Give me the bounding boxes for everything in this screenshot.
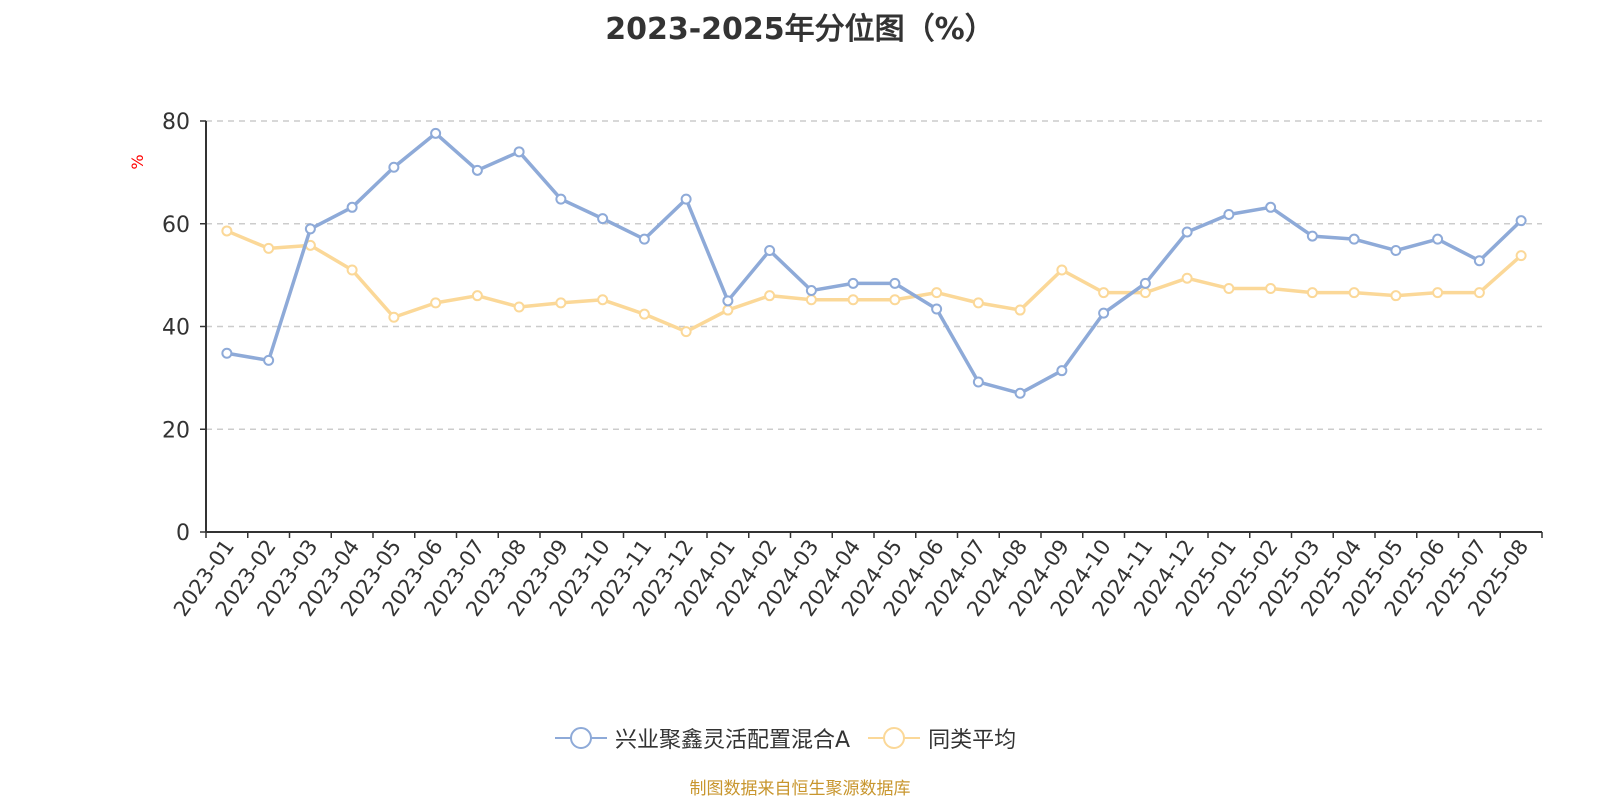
data-point-series-2[interactable] xyxy=(972,297,984,309)
data-point-series-1[interactable] xyxy=(1348,233,1360,245)
data-point-series-2[interactable] xyxy=(1432,287,1444,299)
data-point-series-2[interactable] xyxy=(1473,287,1485,299)
data-point-series-1[interactable] xyxy=(638,233,650,245)
data-point-series-1[interactable] xyxy=(931,303,943,315)
data-point-series-2[interactable] xyxy=(764,290,776,302)
data-point-series-1[interactable] xyxy=(805,285,817,297)
data-point-series-1[interactable] xyxy=(972,376,984,388)
data-point-series-2[interactable] xyxy=(638,308,650,320)
data-point-series-1[interactable] xyxy=(346,201,358,213)
data-point-series-1[interactable] xyxy=(388,161,400,173)
data-point-series-2[interactable] xyxy=(847,294,859,306)
data-point-series-1[interactable] xyxy=(555,193,567,205)
data-point-series-2[interactable] xyxy=(1139,287,1151,299)
data-point-series-2[interactable] xyxy=(1181,272,1193,284)
data-point-series-2[interactable] xyxy=(889,294,901,306)
data-point-series-2[interactable] xyxy=(471,290,483,302)
legend-label-series-2: 同类平均 xyxy=(928,728,1017,753)
x-tick-labels: 2023-012023-022023-032023-042023-052023-… xyxy=(169,535,1533,621)
data-point-series-2[interactable] xyxy=(221,225,233,237)
data-point-series-2[interactable] xyxy=(931,287,943,299)
y-tick-labels: 0 20 40 60 80 xyxy=(162,110,190,546)
series-line-2 xyxy=(226,229,1523,334)
chart-title: 2023-2025年分位图（%） xyxy=(605,12,995,47)
gridlines xyxy=(206,120,1542,430)
legend-item-series-1[interactable]: 兴业聚鑫灵活配置混合A xyxy=(555,722,850,754)
legend-marker-series-2 xyxy=(868,727,921,749)
data-point-series-1[interactable] xyxy=(847,277,859,289)
data-point-series-2[interactable] xyxy=(555,297,567,309)
legend-label-series-1: 兴业聚鑫灵活配置混合A xyxy=(615,728,851,753)
data-point-series-2[interactable] xyxy=(1223,282,1235,294)
series-lines xyxy=(221,127,1527,399)
data-point-series-1[interactable] xyxy=(1515,215,1527,227)
data-point-series-2[interactable] xyxy=(513,301,525,313)
data-point-series-1[interactable] xyxy=(513,146,525,158)
data-point-series-2[interactable] xyxy=(1265,282,1277,294)
data-point-series-1[interactable] xyxy=(889,277,901,289)
data-point-series-1[interactable] xyxy=(1390,244,1402,256)
y-axis-label: % xyxy=(128,154,147,169)
data-point-series-2[interactable] xyxy=(263,242,275,254)
legend: 兴业聚鑫灵活配置混合A 同类平均 xyxy=(555,722,1016,754)
data-point-series-1[interactable] xyxy=(1181,226,1193,238)
data-point-series-2[interactable] xyxy=(1306,287,1318,299)
data-point-series-2[interactable] xyxy=(805,294,817,306)
data-point-series-1[interactable] xyxy=(471,164,483,176)
data-point-series-1[interactable] xyxy=(680,193,692,205)
data-point-series-2[interactable] xyxy=(680,326,692,338)
data-point-series-1[interactable] xyxy=(1056,365,1068,377)
data-point-series-1[interactable] xyxy=(1432,233,1444,245)
data-point-series-2[interactable] xyxy=(1515,250,1527,262)
data-point-series-2[interactable] xyxy=(346,264,358,276)
data-point-series-1[interactable] xyxy=(430,127,442,139)
y-tick-label: 20 xyxy=(162,418,190,443)
data-point-series-2[interactable] xyxy=(1056,264,1068,276)
data-point-series-1[interactable] xyxy=(221,347,233,359)
data-point-series-1[interactable] xyxy=(597,213,609,225)
data-point-series-1[interactable] xyxy=(1306,230,1318,242)
data-point-series-2[interactable] xyxy=(388,311,400,323)
y-tick-label: 0 xyxy=(176,521,190,546)
data-source-note: 制图数据来自恒生聚源数据库 xyxy=(689,779,911,799)
legend-item-series-2[interactable]: 同类平均 xyxy=(868,722,1016,754)
axes xyxy=(200,120,1543,538)
data-point-series-1[interactable] xyxy=(1473,255,1485,267)
data-point-series-2[interactable] xyxy=(722,304,734,316)
legend-marker-series-1 xyxy=(555,727,607,749)
data-point-series-1[interactable] xyxy=(1139,277,1151,289)
data-point-series-1[interactable] xyxy=(1265,201,1277,213)
data-point-series-2[interactable] xyxy=(1348,287,1360,299)
data-point-series-1[interactable] xyxy=(263,354,275,366)
data-point-series-1[interactable] xyxy=(304,223,316,235)
data-point-series-1[interactable] xyxy=(1014,387,1026,399)
data-point-series-1[interactable] xyxy=(1098,307,1110,319)
data-point-series-1[interactable] xyxy=(722,295,734,307)
y-tick-label: 80 xyxy=(162,110,190,135)
data-point-series-1[interactable] xyxy=(764,244,776,256)
data-point-series-2[interactable] xyxy=(597,294,609,306)
y-tick-label: 40 xyxy=(162,316,190,341)
data-point-series-2[interactable] xyxy=(1390,290,1402,302)
y-tick-label: 60 xyxy=(162,213,190,238)
data-point-series-2[interactable] xyxy=(1098,287,1110,299)
data-point-series-1[interactable] xyxy=(1223,209,1235,221)
data-point-series-2[interactable] xyxy=(1014,304,1026,316)
series-line-1 xyxy=(226,131,1523,396)
data-point-series-2[interactable] xyxy=(430,297,442,309)
